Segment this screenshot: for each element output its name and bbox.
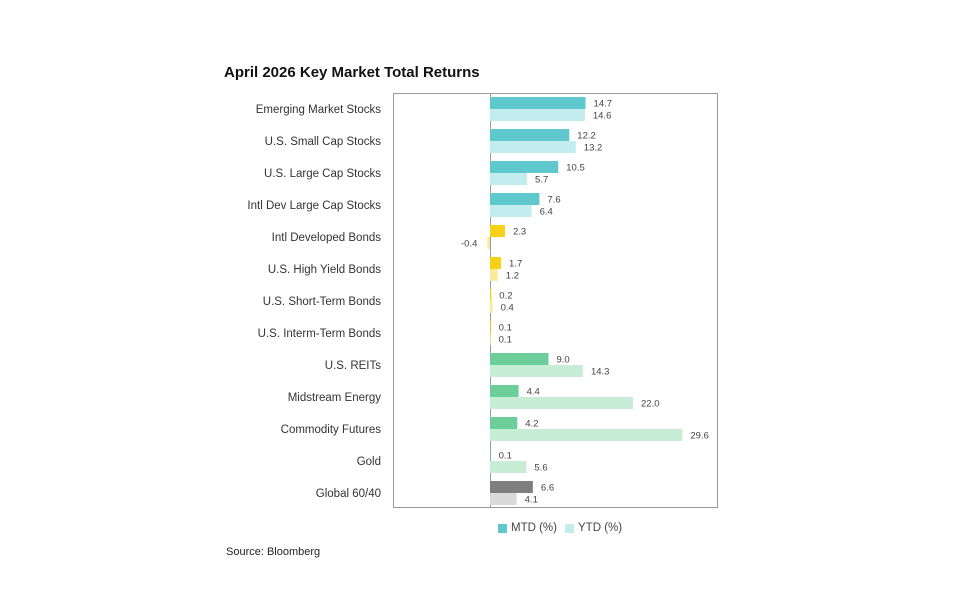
bar-ytd — [490, 109, 585, 121]
category-label: Gold — [357, 456, 381, 468]
bars — [487, 97, 683, 505]
value-label-mtd: 6.6 — [541, 483, 554, 494]
bar-ytd — [490, 365, 583, 377]
category-labels: Emerging Market Stocks U.S. Small Cap Sto… — [247, 104, 381, 500]
source-note: Source: Bloomberg — [226, 546, 321, 558]
bar-mtd — [490, 257, 502, 269]
value-label-ytd: 0.4 — [501, 303, 514, 314]
bar-ytd — [490, 429, 683, 441]
category-label: Midstream Energy — [288, 392, 382, 404]
category-label: Emerging Market Stocks — [256, 104, 382, 116]
legend-item-ytd: YTD (%) — [565, 522, 622, 534]
legend-label-mtd: MTD (%) — [511, 522, 557, 534]
bar-ytd — [490, 173, 528, 185]
bar-mtd — [490, 353, 549, 365]
category-label: U.S. High Yield Bonds — [268, 264, 381, 276]
bar-ytd — [490, 493, 517, 505]
category-label: Intl Dev Large Cap Stocks — [247, 200, 381, 212]
bar-mtd — [490, 449, 491, 461]
chart-title: April 2026 Key Market Total Returns — [224, 64, 480, 81]
value-label-ytd: 22.0 — [641, 399, 660, 410]
bar-mtd — [490, 129, 570, 141]
value-label-ytd: 14.3 — [591, 367, 610, 378]
category-label: U.S. Large Cap Stocks — [264, 168, 381, 180]
value-label-ytd: 0.1 — [499, 335, 512, 346]
bar-ytd — [487, 237, 490, 249]
value-label-mtd: 2.3 — [513, 227, 526, 238]
value-label-ytd: 14.6 — [593, 111, 612, 122]
category-label: Global 60/40 — [316, 488, 381, 500]
category-label: U.S. REITs — [325, 360, 381, 372]
value-label-mtd: 9.0 — [557, 355, 570, 366]
legend-swatch-ytd — [565, 523, 574, 533]
value-label-ytd: 4.1 — [525, 495, 538, 506]
value-label-ytd: 1.2 — [506, 271, 519, 282]
bar-mtd — [490, 193, 540, 205]
category-label: Intl Developed Bonds — [272, 232, 382, 244]
bar-ytd — [490, 205, 532, 217]
bar-ytd — [490, 397, 633, 409]
category-label: U.S. Small Cap Stocks — [265, 136, 382, 148]
value-label-mtd: 4.2 — [525, 419, 538, 430]
bar-mtd — [490, 417, 518, 429]
value-label-mtd: 0.1 — [499, 323, 512, 334]
legend: MTD (%) YTD (%) — [498, 522, 622, 534]
bar-mtd — [490, 481, 533, 493]
bar-ytd — [490, 333, 491, 345]
value-label-mtd: 7.6 — [547, 195, 560, 206]
bar-mtd — [490, 321, 491, 333]
value-labels: 14.714.612.213.210.55.77.66.42.3-0.41.71… — [461, 99, 709, 506]
value-label-mtd: 4.4 — [527, 387, 540, 398]
bar-mtd — [490, 161, 559, 173]
bar-mtd — [490, 225, 505, 237]
value-label-ytd: 6.4 — [540, 207, 553, 218]
bar-ytd — [490, 301, 493, 313]
category-label: U.S. Short-Term Bonds — [263, 296, 381, 308]
value-label-ytd: 29.6 — [690, 431, 709, 442]
value-label-ytd: 13.2 — [584, 143, 603, 154]
legend-swatch-mtd — [498, 523, 507, 533]
bar-ytd — [490, 461, 527, 473]
value-label-mtd: 1.7 — [509, 259, 522, 270]
bar-mtd — [490, 385, 519, 397]
bar-ytd — [490, 141, 576, 153]
value-label-ytd: 5.6 — [534, 463, 547, 474]
value-label-mtd: 0.1 — [499, 451, 512, 462]
value-label-ytd: -0.4 — [461, 239, 477, 250]
value-label-mtd: 10.5 — [566, 163, 585, 174]
value-label-mtd: 12.2 — [577, 131, 596, 142]
value-label-mtd: 14.7 — [594, 99, 613, 110]
bar-mtd — [490, 289, 492, 301]
legend-label-ytd: YTD (%) — [578, 522, 623, 534]
bar-ytd — [490, 269, 498, 281]
value-label-mtd: 0.2 — [499, 291, 512, 302]
value-label-ytd: 5.7 — [535, 175, 548, 186]
category-label: U.S. Interm-Term Bonds — [258, 328, 382, 340]
bar-mtd — [490, 97, 586, 109]
plot-area-frame — [393, 93, 718, 508]
legend-item-mtd: MTD (%) — [498, 522, 557, 534]
category-label: Commodity Futures — [281, 424, 382, 436]
